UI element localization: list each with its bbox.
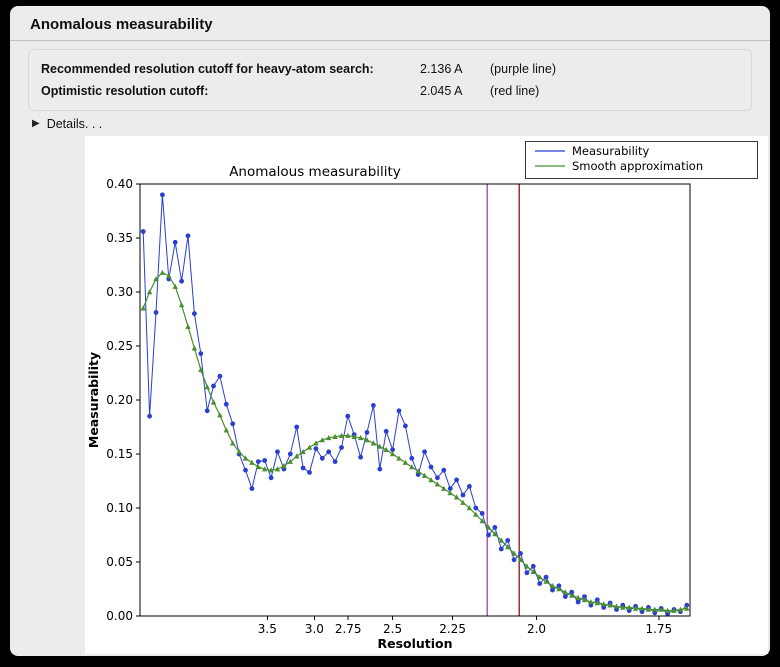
titlebar-divider (10, 40, 770, 41)
y-tick-label: 0.35 (106, 231, 133, 245)
details-label: Details. . . (46, 117, 103, 131)
disclosure-triangle-icon: ▶ (32, 118, 40, 129)
recommended-cutoff-label: Recommended resolution cutoff for heavy-… (41, 62, 374, 76)
y-axis-label: Measurability (86, 352, 101, 448)
smooth-approximation-series (140, 269, 690, 613)
panel-titlebar: Anomalous measurability (10, 6, 770, 40)
plot-figure: 0.00 0.05 0.10 0.15 0.20 0.25 0.30 0.35 0.40 3.5 3… (85, 136, 768, 654)
y-tick-label: 0.05 (106, 555, 133, 569)
y-tick-label: 0.15 (106, 447, 133, 461)
optimistic-cutoff-label: Optimistic resolution cutoff: (41, 84, 209, 98)
y-tick-label: 0.10 (106, 501, 133, 515)
details-disclosure[interactable]: ▶ Details. . . (32, 117, 102, 131)
recommended-cutoff-row: Recommended resolution cutoff for heavy-… (41, 58, 739, 80)
chart-title: Anomalous measurability (229, 164, 401, 180)
panel-title: Anomalous measurability (30, 16, 213, 33)
x-tick-label: 2.0 (527, 622, 546, 636)
y-tick-label: 0.30 (106, 285, 133, 299)
x-tick-label: 1.75 (645, 622, 672, 636)
x-tick-label: 3.0 (305, 622, 324, 636)
x-tick-label: 2.25 (439, 622, 466, 636)
y-tick-label: 0.20 (106, 393, 133, 407)
x-axis-label: Resolution (377, 636, 452, 651)
anomalous-measurability-chart: 0.00 0.05 0.10 0.15 0.20 0.25 0.30 0.35 0.40 3.5 3… (85, 136, 768, 654)
recommended-cutoff-value: 2.136 A (420, 62, 463, 76)
measurability-series (140, 192, 690, 617)
y-tick-label: 0.25 (106, 339, 133, 353)
y-tick-label: 0.00 (106, 609, 133, 623)
anomalous-measurability-panel: Anomalous measurability Recommended reso… (10, 6, 770, 656)
x-tick-label: 3.5 (258, 622, 277, 636)
legend-label-measurability: Measurability (572, 144, 649, 158)
optimistic-cutoff-row: Optimistic resolution cutoff: 2.045 A (r… (41, 80, 739, 102)
cutoff-summary: Recommended resolution cutoff for heavy-… (28, 49, 752, 111)
y-tick-label: 0.40 (106, 177, 133, 191)
optimistic-cutoff-note: (red line) (490, 84, 540, 98)
recommended-cutoff-note: (purple line) (490, 62, 557, 76)
optimistic-cutoff-value: 2.045 A (420, 84, 463, 98)
legend-label-smooth-approximation: Smooth approximation (572, 159, 703, 173)
x-tick-label: 2.75 (335, 622, 362, 636)
x-tick-label: 2.5 (383, 622, 402, 636)
